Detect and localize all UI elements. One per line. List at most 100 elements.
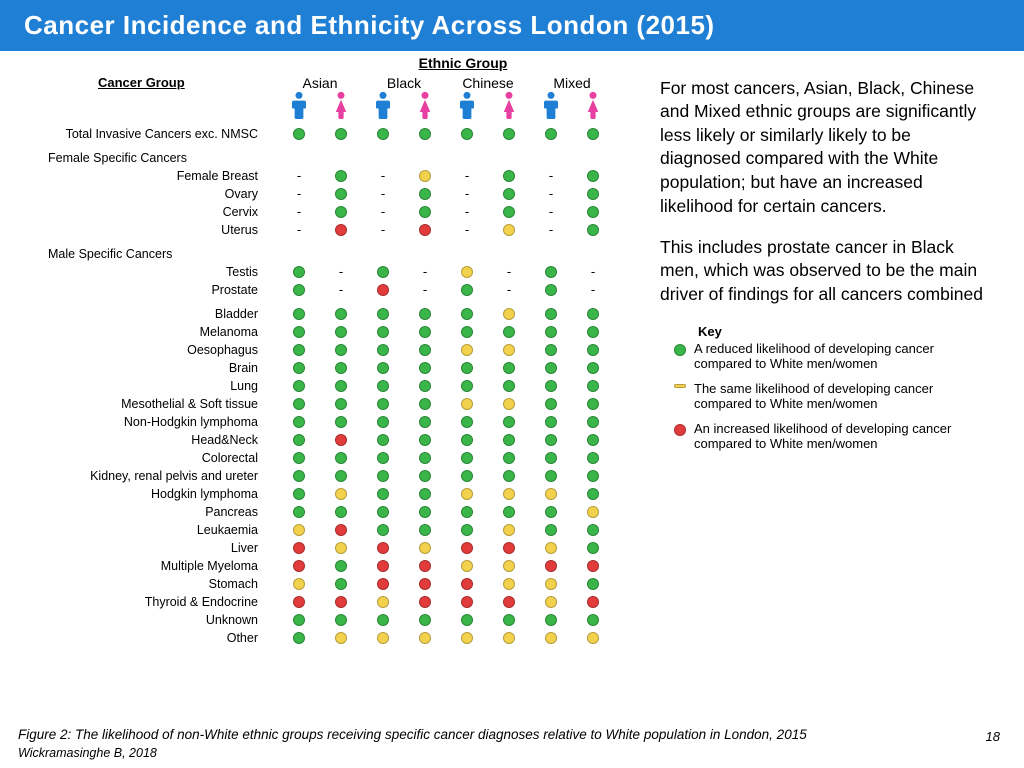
- data-cell: [404, 593, 446, 611]
- data-cell: [278, 281, 320, 299]
- data-cell: [404, 377, 446, 395]
- row-label: Thyroid & Endocrine: [18, 593, 278, 611]
- data-cell: [488, 611, 530, 629]
- data-cell: [320, 503, 362, 521]
- data-cell: [278, 359, 320, 377]
- data-cell: [362, 575, 404, 593]
- data-cell: [278, 395, 320, 413]
- data-cell: [404, 449, 446, 467]
- data-cell: [278, 575, 320, 593]
- data-cell: [320, 125, 362, 143]
- data-cell: [320, 575, 362, 593]
- data-cell: [320, 611, 362, 629]
- legend-text: The same likelihood of developing cancer…: [694, 381, 988, 411]
- data-cell: [530, 395, 572, 413]
- section-label: Female Specific Cancers: [18, 149, 614, 167]
- data-cell: [446, 377, 488, 395]
- data-cell: [488, 593, 530, 611]
- data-cell: [446, 263, 488, 281]
- legend: Key A reduced likelihood of developing c…: [660, 324, 988, 451]
- data-cell: [404, 221, 446, 239]
- data-cell: [488, 221, 530, 239]
- data-cell: -: [446, 203, 488, 221]
- row-label: Oesophagus: [18, 341, 278, 359]
- data-cell: [404, 203, 446, 221]
- data-cell: [320, 557, 362, 575]
- data-cell: [530, 431, 572, 449]
- data-cell: [362, 593, 404, 611]
- data-cell: [362, 557, 404, 575]
- data-cell: [488, 323, 530, 341]
- row-label: Liver: [18, 539, 278, 557]
- data-cell: [572, 539, 614, 557]
- data-cell: [572, 221, 614, 239]
- data-cell: [320, 377, 362, 395]
- data-cell: [530, 323, 572, 341]
- data-cell: [362, 467, 404, 485]
- legend-row-increased: An increased likelihood of developing ca…: [698, 421, 988, 451]
- data-cell: [488, 185, 530, 203]
- data-cell: [530, 281, 572, 299]
- data-cell: -: [446, 185, 488, 203]
- data-cell: [278, 503, 320, 521]
- ethnic-group-column: Black: [362, 73, 446, 91]
- data-cell: [362, 125, 404, 143]
- data-cell: [362, 395, 404, 413]
- row-label: Other: [18, 629, 278, 647]
- data-cell: [488, 167, 530, 185]
- data-cell: -: [362, 203, 404, 221]
- row-label: Cervix: [18, 203, 278, 221]
- data-cell: [446, 359, 488, 377]
- data-cell: [572, 431, 614, 449]
- data-cell: [404, 305, 446, 323]
- person-icon: [330, 91, 352, 119]
- data-cell: [488, 485, 530, 503]
- data-cell: [572, 167, 614, 185]
- section-label: Male Specific Cancers: [18, 245, 614, 263]
- data-cell: [572, 449, 614, 467]
- data-cell: [320, 449, 362, 467]
- data-cell: [278, 263, 320, 281]
- person-icon: [372, 91, 394, 119]
- data-cell: [404, 503, 446, 521]
- data-cell: [446, 323, 488, 341]
- data-cell: [488, 359, 530, 377]
- data-cell: [488, 503, 530, 521]
- data-cell: -: [572, 263, 614, 281]
- data-cell: [488, 449, 530, 467]
- data-cell: -: [530, 221, 572, 239]
- summary-column: For most cancers, Asian, Black, Chinese …: [648, 55, 988, 647]
- row-label: Stomach: [18, 575, 278, 593]
- data-cell: [446, 521, 488, 539]
- person-icon: [540, 91, 562, 119]
- data-cell: [572, 359, 614, 377]
- data-cell: [404, 431, 446, 449]
- row-label: Total Invasive Cancers exc. NMSC: [18, 125, 278, 143]
- data-cell: [572, 593, 614, 611]
- data-cell: [446, 503, 488, 521]
- data-cell: [362, 281, 404, 299]
- data-cell: -: [320, 281, 362, 299]
- data-cell: [446, 557, 488, 575]
- data-cell: [278, 377, 320, 395]
- data-cell: [320, 539, 362, 557]
- data-cell: [488, 467, 530, 485]
- data-cell: [362, 539, 404, 557]
- row-label: Lung: [18, 377, 278, 395]
- data-cell: [530, 629, 572, 647]
- legend-row-reduced: A reduced likelihood of developing cance…: [698, 341, 988, 371]
- data-cell: [446, 593, 488, 611]
- ethnic-group-header: Ethnic Group: [278, 55, 648, 71]
- data-cell: -: [278, 203, 320, 221]
- data-cell: [530, 413, 572, 431]
- data-cell: [404, 395, 446, 413]
- data-cell: [362, 263, 404, 281]
- data-cell: [488, 521, 530, 539]
- data-cell: [404, 413, 446, 431]
- data-cell: [320, 221, 362, 239]
- data-cell: [488, 629, 530, 647]
- data-cell: [404, 629, 446, 647]
- data-cell: [278, 521, 320, 539]
- row-label: Multiple Myeloma: [18, 557, 278, 575]
- data-cell: -: [362, 185, 404, 203]
